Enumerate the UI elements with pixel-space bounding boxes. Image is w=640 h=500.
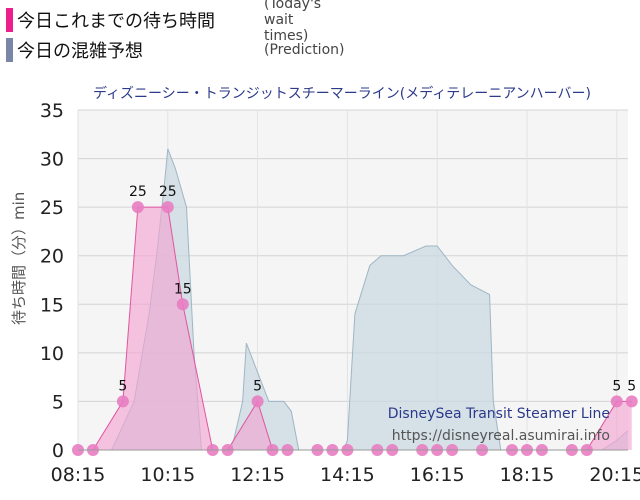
today-fill [78,207,632,450]
legend-today-sub: (Today's wait times) [264,0,322,44]
legend-today-label: 今日これまでの待ち時間 [17,11,215,32]
legend-today-swatch [6,8,13,32]
y-tick-label: 35 [40,100,64,122]
legend-prediction-sub: (Prediction) [264,42,345,58]
today-point [625,395,638,408]
today-point [251,395,264,408]
axes: 0 5 10 15 20 25 30 35 08:15 10:15 12:15 14:15 16:15 1… [40,100,640,486]
y-tick-label: 25 [40,197,64,219]
today-point [161,201,174,214]
data-label: 5 [253,378,262,394]
legend-prediction-label: 今日の混雑予想 [17,41,143,62]
y-tick-label: 20 [40,246,64,268]
today-point [176,298,189,311]
legend-today: 今日これまでの待ち時間 (Today's wait times) [6,0,321,44]
prediction-line [78,148,629,451]
data-label: 5 [612,378,621,394]
legend-prediction-swatch [6,38,13,62]
x-tick-label: 12:15 [230,464,285,486]
prediction-area [78,148,629,451]
y-tick-label: 5 [52,391,64,413]
y-tick-label: 30 [40,149,64,171]
y-tick-label: 15 [40,294,64,316]
x-tick-label: 16:15 [410,464,465,486]
x-tick-label: 10:15 [140,464,195,486]
chart-title: ディズニーシー・トランジットスチーマーライン(メディテレーニアンハーバー) [93,85,591,102]
today-point [116,395,129,408]
watermark-title: DisneySea Transit Steamer Line [388,406,610,422]
watermark-url: https://disneyreal.asumirai.info [392,428,610,444]
legend-prediction: 今日の混雑予想 (Prediction) [6,36,344,64]
x-tick-label: 14:15 [320,464,375,486]
data-label: 5 [118,378,127,394]
y-tick-label: 10 [40,343,64,365]
data-label: 25 [159,184,177,200]
data-label: 25 [129,184,147,200]
today-point [131,201,144,214]
data-label: 5 [627,378,636,394]
today-point [610,395,623,408]
x-tick-label: 20:15 [589,464,640,486]
x-tick-label: 18:15 [500,464,555,486]
prediction-fill [78,148,628,450]
data-label: 15 [174,281,192,297]
x-tick-label: 08:15 [51,464,106,486]
y-axis-label: 待ち時間（分）min [10,192,28,325]
y-tick-label: 0 [52,440,64,462]
